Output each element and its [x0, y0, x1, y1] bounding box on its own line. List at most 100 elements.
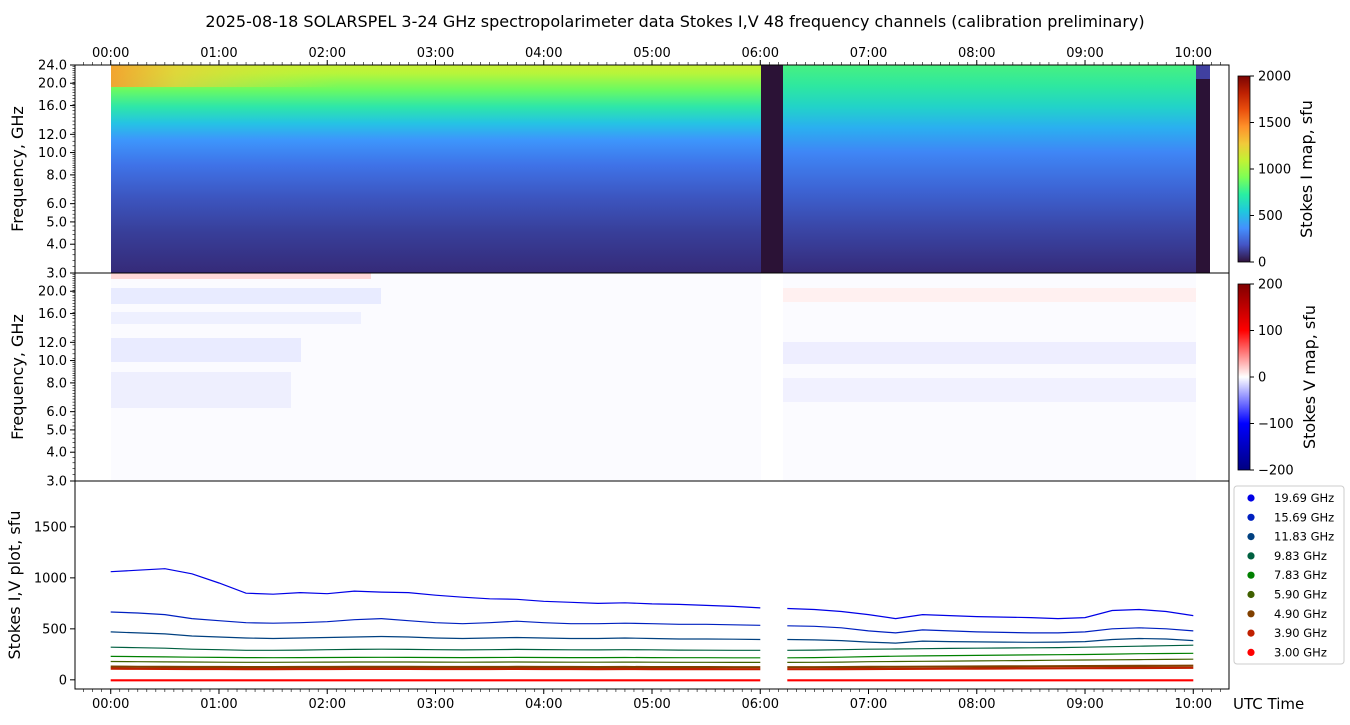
stokes-v-map-gap-2: [1196, 273, 1210, 481]
stokes-v-band-2: [111, 312, 361, 324]
series-line-15-69-ghz: [110, 611, 761, 626]
stokes-v-colorbar-tick-label: 200: [1258, 278, 1283, 293]
legend-box: [1233, 485, 1345, 665]
stokes-i-top-tick-label: 02:00: [309, 46, 346, 61]
stokes-v-y-axis: 3.0 4.0 5.0 6.0 8.0 10.0 12.0 16.0 20.0: [38, 273, 75, 490]
series-line-11-83-ghz: [110, 631, 761, 641]
stokes-v-colorbar-tick-label: 0: [1258, 371, 1266, 386]
stokes-i-y-tick-label: 20.0: [38, 77, 67, 92]
stokes-iv-x-tick-label: 01:00: [200, 697, 237, 712]
series-line-4-90-ghz: [110, 665, 761, 669]
stokes-i-panel: 00:00 01:00 02:00 03:00 04:00 05:00 06:00 07:00…: [8, 46, 1316, 282]
series-line-3-90-ghz: [110, 667, 761, 671]
stokes-iv-x-tick-label: 00:00: [92, 697, 129, 712]
legend-label: 19.69 GHz: [1274, 491, 1334, 505]
legend-label: 5.90 GHz: [1274, 588, 1327, 602]
stokes-v-colorbar: [1237, 283, 1251, 471]
stokes-i-y-tick-label: 5.0: [46, 215, 67, 230]
stokes-v-band-1: [111, 288, 381, 304]
stokes-v-band-top-red-late: [783, 288, 1196, 302]
series-line-5-90-ghz: [787, 658, 1194, 664]
legend-marker: [1247, 571, 1255, 579]
stokes-v-y-tick-label: 5.0: [46, 423, 67, 438]
legend-marker: [1247, 533, 1255, 541]
legend: 19.69 GHz 15.69 GHz 11.83 GHz 9.83 GHz 7.83 …: [1247, 491, 1334, 659]
stokes-i-map-hot-region: [111, 65, 761, 87]
stokes-i-map-end-strip: [1196, 65, 1210, 79]
stokes-i-map-field-late: [783, 65, 1196, 273]
stokes-i-map-gap-1: [761, 65, 783, 273]
legend-marker: [1247, 590, 1255, 599]
stokes-i-top-tick-label: 10:00: [1175, 46, 1212, 61]
legend-label: 9.83 GHz: [1274, 549, 1327, 563]
stokes-iv-x-tick-label: 04:00: [525, 697, 562, 712]
stokes-v-band-6: [783, 378, 1196, 402]
legend-marker: [1247, 648, 1255, 657]
stokes-iv-y-tick-label: 1500: [34, 520, 67, 535]
series-line-3-90-ghz: [787, 666, 1194, 671]
stokes-iv-xlabel: UTC Time: [1233, 695, 1304, 713]
stokes-v-colorbar-tick-label: −200: [1258, 464, 1294, 479]
stokes-iv-y-tick-label: 1000: [34, 571, 67, 586]
stokes-v-band-top-red: [111, 273, 371, 279]
legend-marker: [1247, 494, 1255, 502]
series-line-7-83-ghz: [787, 652, 1194, 659]
stokes-i-y-tick-label: 24.0: [38, 59, 67, 74]
stokes-i-top-tick-label: 03:00: [417, 46, 454, 61]
stokes-v-map-gap-1: [761, 273, 783, 481]
stokes-v-y-tick-label: 16.0: [38, 307, 67, 322]
stokes-i-top-tick-label: 09:00: [1066, 46, 1103, 61]
stokes-iv-series-group: [110, 568, 1194, 682]
stokes-iv-gap-marker: [762, 604, 783, 678]
stokes-iv-x-tick-label: 09:00: [1066, 697, 1103, 712]
stokes-i-colorbar-tick-label: 0: [1258, 256, 1266, 271]
stokes-v-y-tick-label: 4.0: [46, 446, 67, 461]
stokes-i-y-tick-label: 3.0: [46, 267, 67, 282]
stokes-v-band-5: [783, 342, 1196, 364]
legend-label: 3.90 GHz: [1274, 626, 1327, 640]
stokes-v-y-tick-label: 8.0: [46, 376, 67, 391]
stokes-v-colorbar-ticks: 200 100 0 −100 −200: [1250, 278, 1294, 479]
stokes-i-colorbar-ticks: 0 500 1000 1500 2000: [1250, 70, 1291, 271]
stokes-i-y-tick-label: 4.0: [46, 238, 67, 253]
stokes-iv-y-axis: 0 500 1000 1500: [34, 520, 75, 688]
stokes-iv-x-tick-label: 03:00: [417, 697, 454, 712]
legend-marker: [1247, 552, 1255, 560]
stokes-i-y-tick-label: 12.0: [38, 128, 67, 143]
stokes-i-y-axis: 3.0 4.0 5.0 6.0 8.0 10.0 12.0 16.0 20.0 24.0: [38, 59, 75, 282]
stokes-iv-x-tick-label: 07:00: [850, 697, 887, 712]
legend-label: 4.90 GHz: [1274, 607, 1327, 621]
stokes-i-colorbar-label: Stokes I map, sfu: [1297, 100, 1316, 238]
stokes-v-panel: 3.0 4.0 5.0 6.0 8.0 10.0 12.0 16.0 20.0 Frequenc…: [8, 272, 1319, 490]
stokes-i-top-tick-label: 00:00: [92, 46, 129, 61]
stokes-i-map-gap-2: [1196, 65, 1210, 273]
series-line-15-69-ghz: [787, 625, 1194, 634]
stokes-iv-y-tick-label: 0: [59, 673, 67, 688]
stokes-i-colorbar-tick-label: 500: [1258, 209, 1283, 224]
stokes-v-y-tick-label: 20.0: [38, 285, 67, 300]
stokes-v-y-tick-label: 10.0: [38, 354, 67, 369]
legend-label: 3.00 GHz: [1274, 645, 1327, 659]
stokes-i-top-tick-label: 08:00: [958, 46, 995, 61]
stokes-iv-x-tick-label: 10:00: [1175, 697, 1212, 712]
series-line-4-90-ghz: [787, 664, 1194, 669]
stokes-i-y-tick-label: 6.0: [46, 197, 67, 212]
stokes-iv-x-tick-label: 08:00: [958, 697, 995, 712]
stokes-i-map-field-early: [111, 65, 761, 273]
stokes-i-colorbar-tick-label: 2000: [1258, 70, 1291, 85]
stokes-i-colorbar-tick-label: 1000: [1258, 163, 1291, 178]
stokes-i-colorbar-tick-label: 1500: [1258, 116, 1291, 131]
stokes-v-map-field: [111, 273, 1196, 481]
stokes-iv-y-tick-label: 500: [42, 622, 67, 637]
legend-label: 15.69 GHz: [1274, 510, 1334, 524]
stokes-i-colorbar: [1237, 75, 1251, 263]
stokes-i-top-tick-label: 05:00: [633, 46, 670, 61]
series-line-19-69-ghz: [110, 568, 761, 609]
stokes-v-colorbar-tick-label: 100: [1258, 324, 1283, 339]
stokes-iv-x-tick-label: 05:00: [633, 697, 670, 712]
stokes-v-colorbar-label: Stokes V map, sfu: [1300, 305, 1319, 449]
stokes-iv-x-axis: 00:00 01:00 02:00 03:00 04:00 05:00 06:00 07:00…: [83, 689, 1221, 712]
stokes-v-y-tick-label: 6.0: [46, 405, 67, 420]
figure-title: 2025-08-18 SOLARSPEL 3-24 GHz spectropol…: [205, 12, 1144, 31]
